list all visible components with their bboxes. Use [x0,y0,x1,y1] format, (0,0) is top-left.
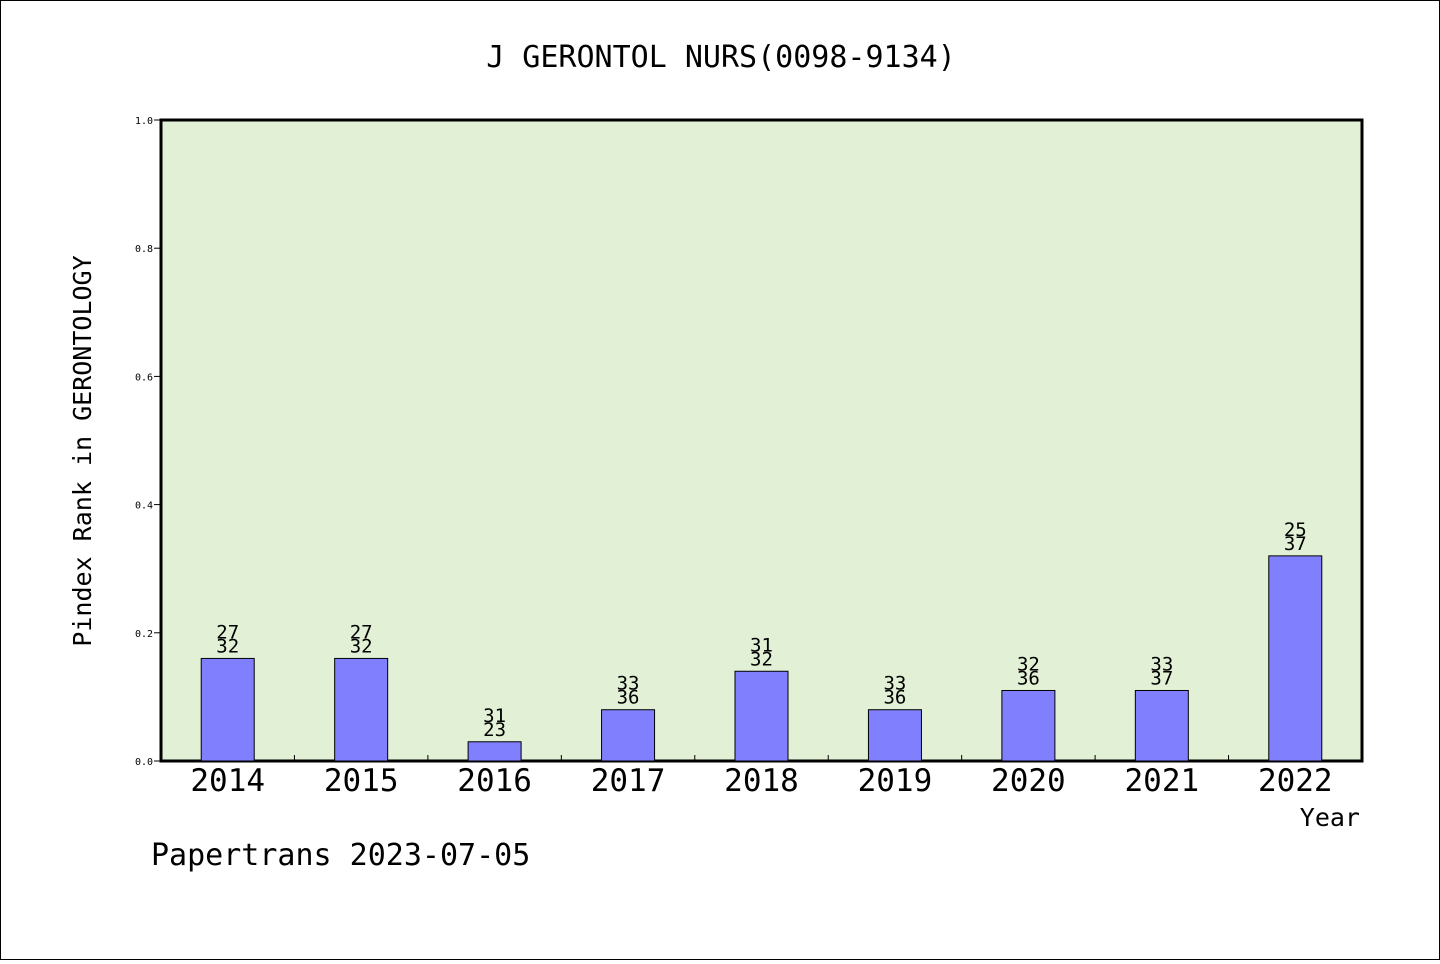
y-tick-label: 1.0 [135,116,153,127]
bar [734,670,789,762]
bar-rank-label: 33 [617,673,640,695]
bar [467,741,522,762]
x-axis: 2014 2015 2016 2017 2018 2019 2020 2021 2022 [190,755,1333,799]
y-tick-label: 0.6 [135,372,153,383]
bar [200,657,255,762]
x-tick-label: 2017 [591,763,666,799]
x-tick-label: 2022 [1258,763,1333,799]
bar-total-label: 23 [483,719,506,741]
bar-total-label: 32 [350,635,373,657]
bar-rank-label: 31 [483,705,506,727]
bar-total-label: 32 [216,635,239,657]
bar [334,657,389,762]
bar-rank-label: 27 [350,621,373,643]
x-tick-label: 2018 [724,763,799,799]
bar-total-label: 37 [1150,667,1173,689]
x-axis-label: Year [1300,803,1360,832]
bar-total-label: 37 [1284,533,1307,555]
bar-total-label: 32 [750,648,773,670]
bar [601,709,656,762]
y-tick-label: 0.2 [135,629,153,640]
y-tick-label: 0.4 [135,501,153,512]
bar [867,709,922,762]
bar-rank-label: 32 [1017,653,1040,675]
bar [1134,689,1189,762]
bar [1268,555,1323,762]
bar-total-label: 36 [883,687,906,709]
footer-watermark: Papertrans 2023-07-05 [151,838,530,873]
bar-rank-label: 33 [883,673,906,695]
x-tick-label: 2014 [190,763,265,799]
bar [1001,689,1056,762]
x-tick-label: 2015 [324,763,399,799]
bar-total-label: 36 [617,687,640,709]
x-tick-label: 2021 [1125,763,1200,799]
bar-total-label: 36 [1017,667,1040,689]
y-axis-label: Pindex Rank in GERONTOLOGY [68,255,97,646]
y-tick-label: 0.0 [135,757,153,768]
x-tick-label: 2020 [991,763,1066,799]
bar-rank-label: 27 [216,621,239,643]
y-axis: 0.0 0.2 0.4 0.6 0.8 1.0 [135,116,161,768]
bar-rank-label: 33 [1150,653,1173,675]
bar-rank-label: 25 [1284,519,1307,541]
plot-area [159,118,1364,763]
y-tick-label: 0.8 [135,244,153,255]
x-tick-label: 2019 [858,763,933,799]
bar-rank-label: 31 [750,634,773,656]
x-tick-label: 2016 [457,763,532,799]
chart-title: J GERONTOL NURS(0098-9134) [486,40,956,75]
